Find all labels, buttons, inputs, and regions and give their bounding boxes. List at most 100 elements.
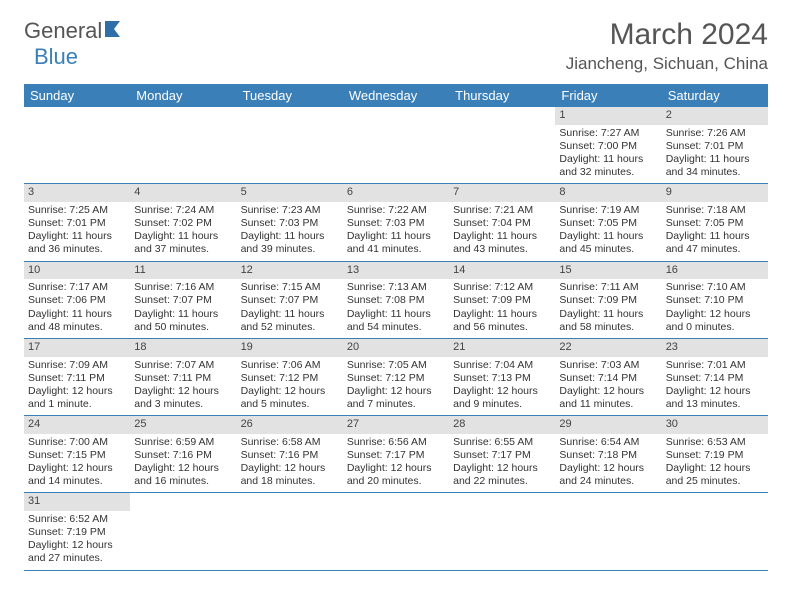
day-number-cell: 5 bbox=[237, 184, 343, 202]
day-number-cell: 3 bbox=[24, 184, 130, 202]
sunset-text: Sunset: 7:10 PM bbox=[666, 294, 764, 307]
sunrise-text: Sunrise: 7:09 AM bbox=[28, 359, 126, 372]
daynum-row: 3456789 bbox=[24, 184, 768, 202]
daynum-row: 12 bbox=[24, 107, 768, 125]
sunrise-text: Sunrise: 7:22 AM bbox=[347, 204, 445, 217]
day-number-cell: 2 bbox=[662, 107, 768, 125]
day-number-cell: 4 bbox=[130, 184, 236, 202]
sunrise-text: Sunrise: 7:15 AM bbox=[241, 281, 339, 294]
sunrise-text: Sunrise: 6:55 AM bbox=[453, 436, 551, 449]
daylight-text: Daylight: 12 hours and 25 minutes. bbox=[666, 462, 764, 488]
sunrise-text: Sunrise: 6:53 AM bbox=[666, 436, 764, 449]
sunset-text: Sunset: 7:14 PM bbox=[559, 372, 657, 385]
day-number-cell: 16 bbox=[662, 261, 768, 279]
day-info-cell bbox=[237, 125, 343, 184]
sunrise-text: Sunrise: 7:26 AM bbox=[666, 127, 764, 140]
daylight-text: Daylight: 12 hours and 27 minutes. bbox=[28, 539, 126, 565]
weekday-header: Monday bbox=[130, 84, 236, 107]
info-row: Sunrise: 7:00 AMSunset: 7:15 PMDaylight:… bbox=[24, 434, 768, 493]
daynum-row: 17181920212223 bbox=[24, 338, 768, 356]
daylight-text: Daylight: 11 hours and 45 minutes. bbox=[559, 230, 657, 256]
day-number-cell: 23 bbox=[662, 338, 768, 356]
daynum-row: 24252627282930 bbox=[24, 416, 768, 434]
daylight-text: Daylight: 11 hours and 34 minutes. bbox=[666, 153, 764, 179]
info-row: Sunrise: 7:25 AMSunset: 7:01 PMDaylight:… bbox=[24, 202, 768, 261]
sunset-text: Sunset: 7:16 PM bbox=[241, 449, 339, 462]
logo: General bbox=[24, 18, 130, 44]
day-info-cell: Sunrise: 6:59 AMSunset: 7:16 PMDaylight:… bbox=[130, 434, 236, 493]
day-number-cell: 9 bbox=[662, 184, 768, 202]
sunset-text: Sunset: 7:17 PM bbox=[453, 449, 551, 462]
daylight-text: Daylight: 12 hours and 22 minutes. bbox=[453, 462, 551, 488]
sunrise-text: Sunrise: 6:52 AM bbox=[28, 513, 126, 526]
day-number-cell: 26 bbox=[237, 416, 343, 434]
sunrise-text: Sunrise: 7:27 AM bbox=[559, 127, 657, 140]
day-number-cell bbox=[130, 107, 236, 125]
day-info-cell: Sunrise: 7:09 AMSunset: 7:11 PMDaylight:… bbox=[24, 357, 130, 416]
sunset-text: Sunset: 7:09 PM bbox=[559, 294, 657, 307]
location-text: Jiancheng, Sichuan, China bbox=[566, 54, 768, 74]
daylight-text: Daylight: 11 hours and 41 minutes. bbox=[347, 230, 445, 256]
sunrise-text: Sunrise: 7:04 AM bbox=[453, 359, 551, 372]
day-info-cell: Sunrise: 7:05 AMSunset: 7:12 PMDaylight:… bbox=[343, 357, 449, 416]
day-info-cell: Sunrise: 7:03 AMSunset: 7:14 PMDaylight:… bbox=[555, 357, 661, 416]
sunset-text: Sunset: 7:11 PM bbox=[134, 372, 232, 385]
day-number-cell: 17 bbox=[24, 338, 130, 356]
day-number-cell bbox=[555, 493, 661, 511]
day-info-cell bbox=[237, 511, 343, 570]
day-number-cell: 27 bbox=[343, 416, 449, 434]
calendar-table: Sunday Monday Tuesday Wednesday Thursday… bbox=[24, 84, 768, 571]
day-number-cell bbox=[449, 493, 555, 511]
sunset-text: Sunset: 7:12 PM bbox=[347, 372, 445, 385]
day-info-cell: Sunrise: 7:12 AMSunset: 7:09 PMDaylight:… bbox=[449, 279, 555, 338]
day-number-cell bbox=[662, 493, 768, 511]
day-number-cell: 31 bbox=[24, 493, 130, 511]
day-info-cell bbox=[662, 511, 768, 570]
sunset-text: Sunset: 7:03 PM bbox=[241, 217, 339, 230]
sunset-text: Sunset: 7:03 PM bbox=[347, 217, 445, 230]
day-info-cell: Sunrise: 7:22 AMSunset: 7:03 PMDaylight:… bbox=[343, 202, 449, 261]
sunset-text: Sunset: 7:05 PM bbox=[559, 217, 657, 230]
flag-icon bbox=[104, 18, 130, 44]
day-info-cell: Sunrise: 6:58 AMSunset: 7:16 PMDaylight:… bbox=[237, 434, 343, 493]
sunrise-text: Sunrise: 7:01 AM bbox=[666, 359, 764, 372]
sunset-text: Sunset: 7:18 PM bbox=[559, 449, 657, 462]
day-info-cell: Sunrise: 7:27 AMSunset: 7:00 PMDaylight:… bbox=[555, 125, 661, 184]
sunrise-text: Sunrise: 7:17 AM bbox=[28, 281, 126, 294]
day-info-cell: Sunrise: 7:11 AMSunset: 7:09 PMDaylight:… bbox=[555, 279, 661, 338]
sunrise-text: Sunrise: 7:11 AM bbox=[559, 281, 657, 294]
day-number-cell bbox=[343, 107, 449, 125]
day-info-cell bbox=[24, 125, 130, 184]
daylight-text: Daylight: 11 hours and 56 minutes. bbox=[453, 308, 551, 334]
day-number-cell: 25 bbox=[130, 416, 236, 434]
day-number-cell: 10 bbox=[24, 261, 130, 279]
day-number-cell bbox=[343, 493, 449, 511]
daylight-text: Daylight: 12 hours and 1 minute. bbox=[28, 385, 126, 411]
month-title: March 2024 bbox=[566, 18, 768, 52]
day-number-cell: 12 bbox=[237, 261, 343, 279]
daylight-text: Daylight: 11 hours and 32 minutes. bbox=[559, 153, 657, 179]
daylight-text: Daylight: 12 hours and 0 minutes. bbox=[666, 308, 764, 334]
weekday-header: Sunday bbox=[24, 84, 130, 107]
sunrise-text: Sunrise: 6:58 AM bbox=[241, 436, 339, 449]
daylight-text: Daylight: 12 hours and 16 minutes. bbox=[134, 462, 232, 488]
day-info-cell: Sunrise: 7:07 AMSunset: 7:11 PMDaylight:… bbox=[130, 357, 236, 416]
day-number-cell: 11 bbox=[130, 261, 236, 279]
sunset-text: Sunset: 7:07 PM bbox=[241, 294, 339, 307]
sunrise-text: Sunrise: 7:10 AM bbox=[666, 281, 764, 294]
daylight-text: Daylight: 11 hours and 37 minutes. bbox=[134, 230, 232, 256]
sunset-text: Sunset: 7:06 PM bbox=[28, 294, 126, 307]
day-info-cell: Sunrise: 7:13 AMSunset: 7:08 PMDaylight:… bbox=[343, 279, 449, 338]
daylight-text: Daylight: 12 hours and 24 minutes. bbox=[559, 462, 657, 488]
day-info-cell: Sunrise: 6:55 AMSunset: 7:17 PMDaylight:… bbox=[449, 434, 555, 493]
day-number-cell: 29 bbox=[555, 416, 661, 434]
logo-text-blue: Blue bbox=[34, 44, 78, 70]
day-info-cell bbox=[130, 125, 236, 184]
daylight-text: Daylight: 12 hours and 7 minutes. bbox=[347, 385, 445, 411]
daynum-row: 10111213141516 bbox=[24, 261, 768, 279]
day-info-cell: Sunrise: 7:26 AMSunset: 7:01 PMDaylight:… bbox=[662, 125, 768, 184]
sunrise-text: Sunrise: 6:56 AM bbox=[347, 436, 445, 449]
day-number-cell: 13 bbox=[343, 261, 449, 279]
weekday-header-row: Sunday Monday Tuesday Wednesday Thursday… bbox=[24, 84, 768, 107]
day-number-cell: 1 bbox=[555, 107, 661, 125]
